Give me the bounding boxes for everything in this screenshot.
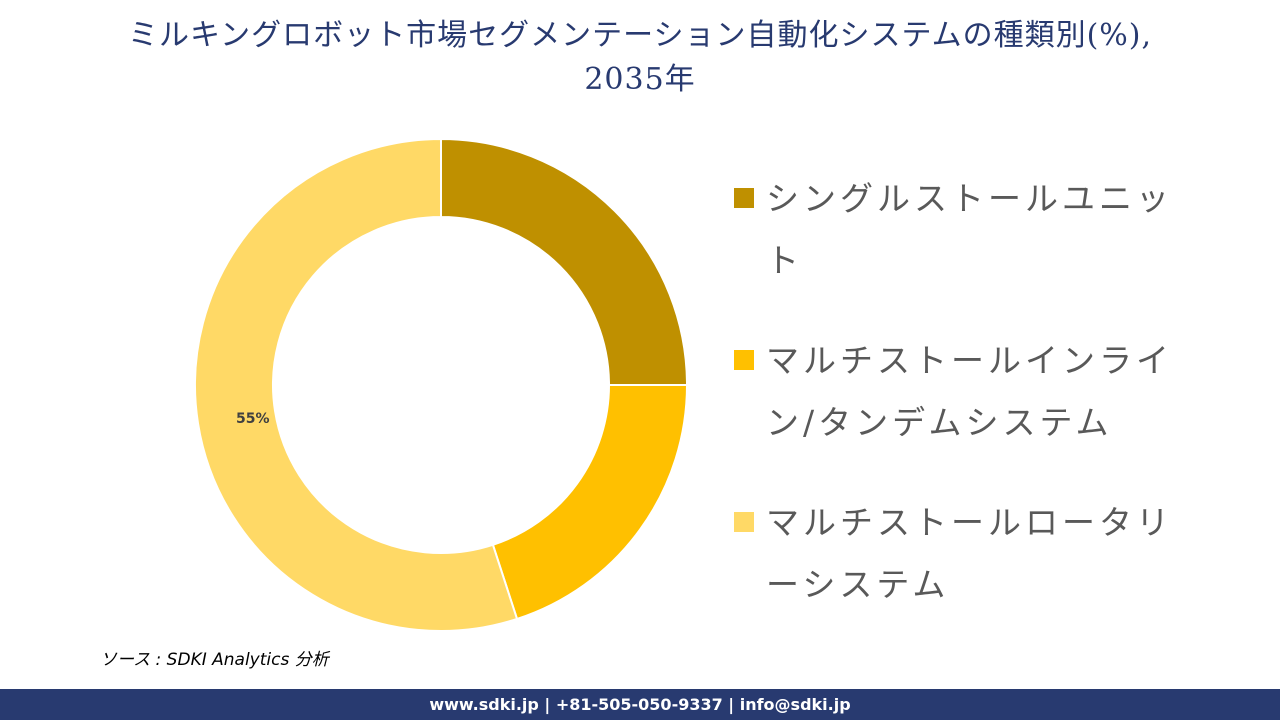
legend-swatch-icon [734,188,754,208]
legend-item-single-stall: シングルストールユニット [732,168,1192,292]
legend: シングルストールユニット マルチストールインライン/タンデムシステム マルチスト… [732,168,1192,654]
donut-slice-1 [491,384,689,621]
legend-swatch-icon [734,512,754,532]
chart-title: ミルキングロボット市場セグメンテーション自動化システムの種類別(%), 2035… [0,14,1280,102]
legend-item-multi-stall-rotary: マルチストールロータリーシステム [732,492,1192,616]
donut-slices [194,137,689,632]
chart-title-line1: ミルキングロボット市場セグメンテーション自動化システムの種類別(%), [127,18,1153,53]
legend-item-multi-stall-inline: マルチストールインライン/タンデムシステム [732,330,1192,454]
donut-slice-0 [440,137,689,386]
legend-swatch-icon [734,350,754,370]
legend-label: マルチストールインライン/タンデムシステム [766,341,1173,442]
donut-chart: 55% [194,137,689,632]
legend-label: マルチストールロータリーシステム [766,503,1173,604]
chart-title-line2: 2035年 [584,62,696,97]
source-note: ソース : SDKI Analytics 分析 [100,650,329,670]
footer-contact-bar: www.sdki.jp | +81-505-050-9337 | info@sd… [0,689,1280,720]
legend-label: シングルストールユニット [766,179,1173,280]
donut-slice-2 [194,137,519,632]
slice-label-55: 55% [236,411,270,427]
